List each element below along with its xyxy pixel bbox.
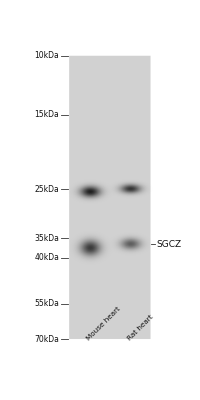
Text: 15kDa: 15kDa — [34, 110, 59, 119]
Text: 40kDa: 40kDa — [34, 253, 59, 262]
Text: Rat heart: Rat heart — [126, 314, 154, 342]
Text: Mouse heart: Mouse heart — [86, 306, 122, 342]
Text: 35kDa: 35kDa — [34, 234, 59, 243]
Text: 55kDa: 55kDa — [34, 300, 59, 308]
Text: 10kDa: 10kDa — [34, 51, 59, 60]
Text: SGCZ: SGCZ — [157, 240, 182, 249]
Text: 25kDa: 25kDa — [34, 185, 59, 194]
Text: 70kDa: 70kDa — [34, 334, 59, 344]
